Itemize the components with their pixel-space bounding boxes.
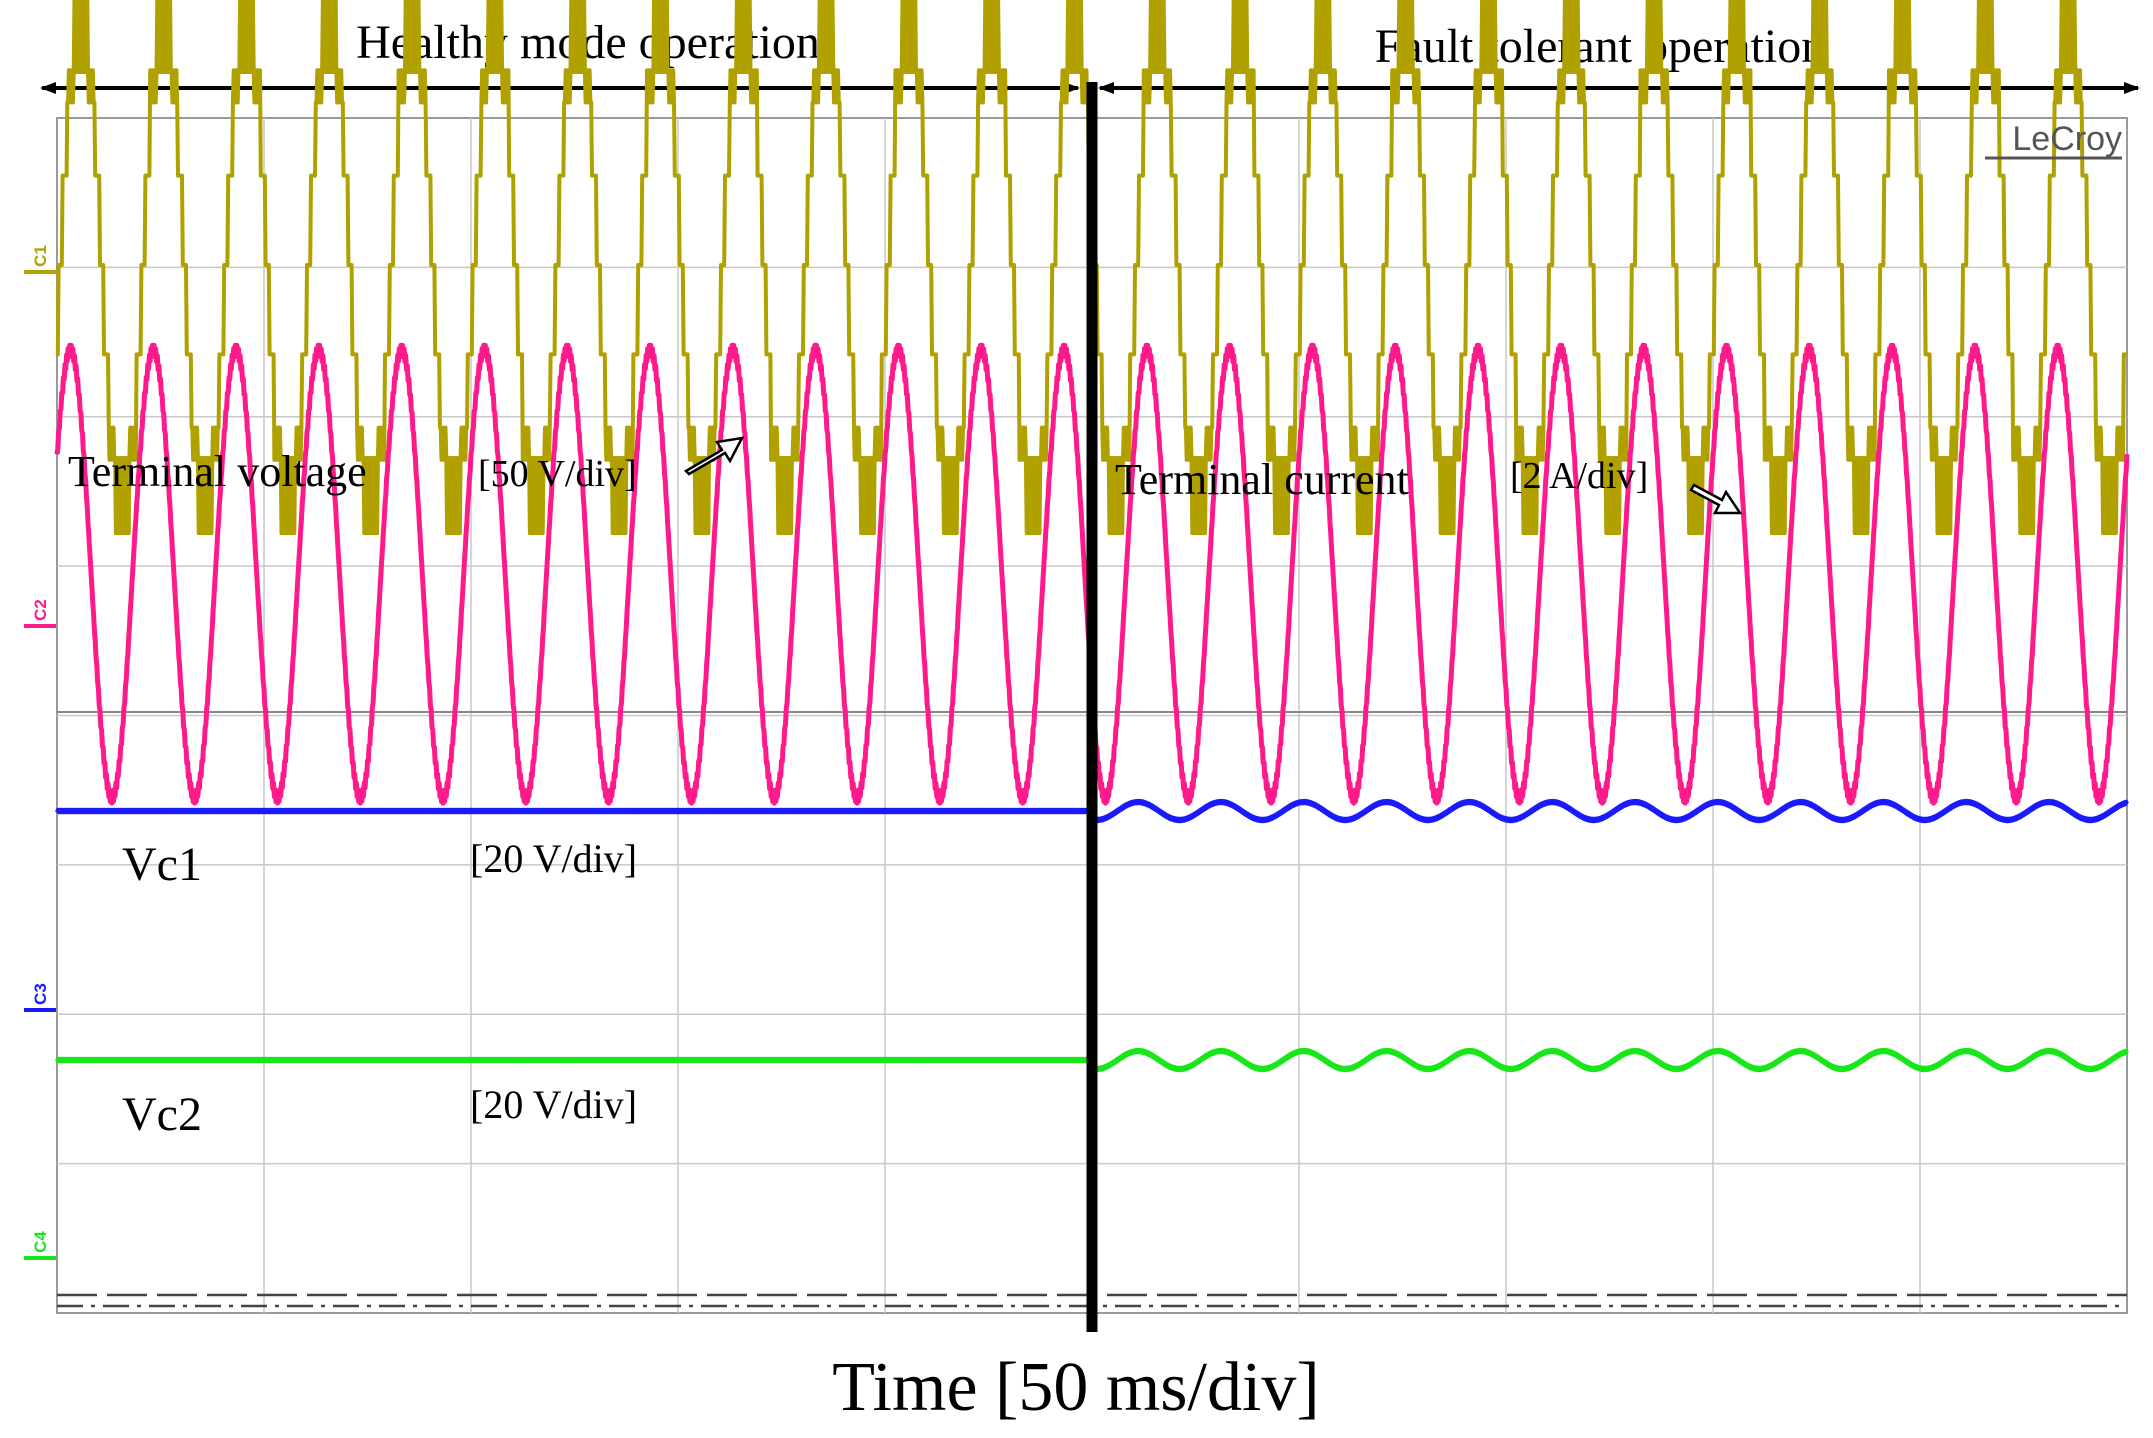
channel-markers: C1 C2 C3 C4 bbox=[24, 245, 56, 1260]
x-axis-label: Time [50 ms/div] bbox=[832, 1349, 1319, 1426]
terminal-current-label: Terminal current bbox=[1115, 455, 1409, 504]
terminal-current-scale: [2 A/div] bbox=[1510, 455, 1648, 497]
channel-marker-label-c3: C3 bbox=[31, 983, 50, 1005]
terminal-voltage-scale: [50 V/div] bbox=[478, 453, 637, 495]
lecroy-logo: LeCroy bbox=[2012, 120, 2122, 158]
vc1-scale: [20 V/div] bbox=[470, 836, 637, 881]
vc2-label: Vc2 bbox=[122, 1088, 202, 1141]
vc2-scale: [20 V/div] bbox=[470, 1082, 637, 1127]
channel-marker-label-c1: C1 bbox=[31, 245, 50, 267]
channel-marker-label-c2: C2 bbox=[31, 599, 50, 621]
terminal-voltage-label: Terminal voltage bbox=[68, 447, 367, 496]
terminal-voltage-arrow bbox=[683, 436, 745, 476]
channel-marker-label-c4: C4 bbox=[31, 1231, 50, 1253]
fault-section-label: Fault tolerant operation bbox=[1375, 20, 1826, 73]
terminal-current-arrow bbox=[1689, 483, 1743, 515]
vc1-label: Vc1 bbox=[122, 838, 202, 891]
